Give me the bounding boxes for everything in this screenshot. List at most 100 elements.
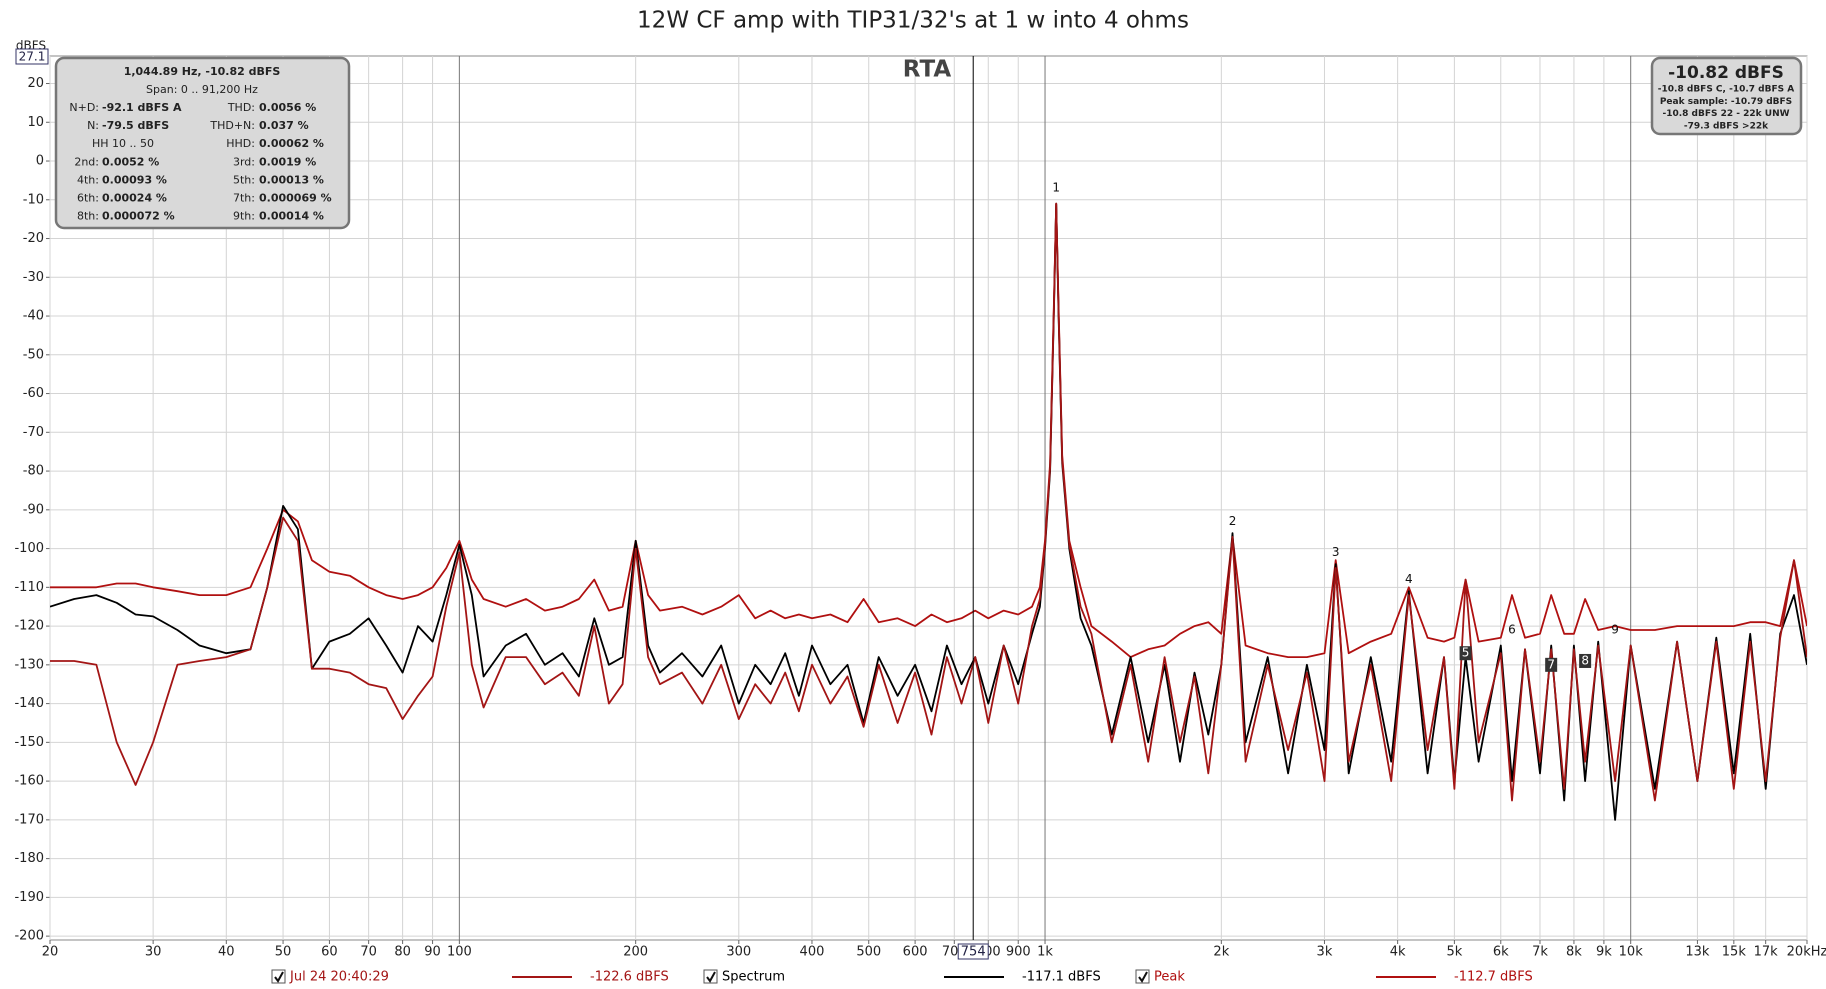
x-tick-label: 5k [1446, 945, 1462, 960]
harmonic-marker: 1 [1052, 181, 1060, 195]
harmonic-marker: 6 [1508, 622, 1516, 636]
legend-check [274, 971, 284, 983]
info-value: 0.037 % [259, 119, 309, 132]
info-label: N: [87, 119, 99, 132]
x-tick-label: 600 [903, 945, 928, 960]
info-label: 3rd: [233, 155, 255, 168]
y-tick-label: -90 [23, 502, 44, 517]
info-label: 8th: [77, 210, 99, 223]
legend-name: Spectrum [722, 970, 785, 985]
y-tick-label: -70 [23, 425, 44, 440]
x-tick-label: 50 [275, 945, 292, 960]
x-tick-label: 40 [218, 945, 235, 960]
level-box [1650, 56, 1803, 136]
y-tick-label: -150 [14, 735, 44, 750]
y-tick-label: -140 [14, 696, 44, 711]
info-box [54, 56, 351, 230]
legend-level: -112.7 dBFS [1454, 970, 1533, 985]
legend-name: Jul 24 20:40:29 [289, 970, 389, 985]
info-value: 0.000072 % [102, 210, 175, 223]
x-tick-label: 6k [1493, 945, 1509, 960]
marker-box [1459, 646, 1472, 661]
y-tick-label: -120 [14, 619, 44, 634]
x-tick-label: 15k [1722, 945, 1747, 960]
harmonic-marker: 9 [1611, 622, 1619, 636]
info-span: Span: 0 .. 91,200 Hz [146, 83, 258, 96]
harmonic-marker: 8 [1581, 653, 1589, 667]
info-value: 0.00014 % [259, 210, 324, 223]
x-tick-label: 2k [1213, 945, 1229, 960]
y-tick-label: -30 [23, 270, 44, 285]
x-tick-label: 8k [1566, 945, 1582, 960]
x-tick-label: 9k [1596, 945, 1612, 960]
info-label: N+D: [69, 101, 99, 114]
harmonic-marker: 7 [1547, 657, 1555, 671]
traces [50, 202, 1807, 821]
y-tick-label: -40 [23, 309, 44, 324]
x-tick-label: 13k [1685, 945, 1710, 960]
chart-title: 12W CF amp with TIP31/32's at 1 w into 4… [637, 8, 1189, 34]
y-tick-label: 20 [27, 76, 44, 91]
info-label: HHD: [226, 137, 255, 150]
y-tick-label: -180 [14, 851, 44, 866]
level-line: -10.8 dBFS C, -10.7 dBFS A [1658, 85, 1794, 95]
info-text: HH 10 .. 50 [92, 137, 154, 150]
legend-check [706, 971, 716, 983]
x-tick-label: 17k [1754, 945, 1779, 960]
harmonic-marker: 4 [1405, 572, 1413, 586]
overlays: 754 1 2 3 4 5 6 7 8 9 1,044.89 Hz, -10.82 dBFS Span… [54, 56, 1803, 985]
info-label: 6th: [77, 192, 99, 205]
x-tick-label: 3k [1317, 945, 1333, 960]
info-value: -92.1 dBFS A [102, 101, 182, 114]
y-tick-label: -170 [14, 812, 44, 827]
info-label: THD+N: [209, 119, 255, 132]
y-limit-label: 27.1 [19, 50, 46, 64]
harmonic-marker: 3 [1332, 545, 1340, 559]
x-tick-label: 30 [145, 945, 162, 960]
y-limit-box [15, 48, 49, 65]
x-tick-label: 60 [321, 945, 338, 960]
trace-line [50, 202, 1807, 658]
level-line: Peak sample: -10.79 dBFS [1660, 97, 1792, 107]
rta-label: RTA [903, 57, 952, 83]
info-label: 7th: [233, 192, 255, 205]
x-tick-label: 4k [1390, 945, 1406, 960]
legend-check [1138, 971, 1148, 983]
info-value: 0.00024 % [102, 192, 167, 205]
legend-level: -117.1 dBFS [1022, 970, 1101, 985]
x-tick-label: 90 [424, 945, 441, 960]
x-tick-label: 100 [447, 945, 472, 960]
level-main: -10.82 dBFS [1668, 63, 1784, 83]
y-tick-label: 0 [36, 154, 44, 169]
y-tick-label: -100 [14, 541, 44, 556]
x-tick-label: 20 [42, 945, 59, 960]
info-value: -79.5 dBFS [102, 119, 169, 132]
info-label: 4th: [77, 173, 99, 186]
marker-box [1579, 653, 1592, 668]
x-tick-label: 20kHz [1787, 945, 1826, 960]
info-label: 2nd: [74, 155, 99, 168]
y-tick-label: -20 [23, 231, 44, 246]
info-value: 0.00093 % [102, 173, 167, 186]
legend-name: Peak [1154, 970, 1185, 985]
y-tick-label: -130 [14, 657, 44, 672]
y-tick-label: -10 [23, 192, 44, 207]
harmonic-marker: 5 [1462, 646, 1470, 660]
info-value: 0.0056 % [259, 101, 316, 114]
info-label: 9th: [233, 210, 255, 223]
y-tick-label: -80 [23, 464, 44, 479]
level-line: -10.8 dBFS 22 - 22k UNW [1662, 109, 1789, 119]
y-tick-label: -160 [14, 774, 44, 789]
y-tick-label: -190 [14, 890, 44, 905]
y-tick-label: -200 [14, 929, 44, 944]
cursor-box [957, 943, 989, 960]
info-value: 0.0019 % [259, 155, 316, 168]
x-tick-label: 10k [1619, 945, 1644, 960]
info-value: 0.000069 % [259, 192, 332, 205]
trace-line [50, 202, 1807, 802]
info-label: THD: [227, 101, 255, 114]
trace-line [50, 202, 1807, 821]
x-tick-label: 400 [800, 945, 825, 960]
info-value: 0.00013 % [259, 173, 324, 186]
